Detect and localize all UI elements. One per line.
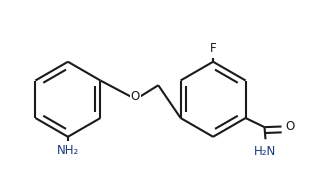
Text: O: O	[131, 90, 140, 103]
Text: H₂N: H₂N	[254, 145, 277, 158]
Text: NH₂: NH₂	[57, 144, 79, 157]
Text: O: O	[286, 120, 295, 133]
Text: F: F	[210, 41, 217, 55]
